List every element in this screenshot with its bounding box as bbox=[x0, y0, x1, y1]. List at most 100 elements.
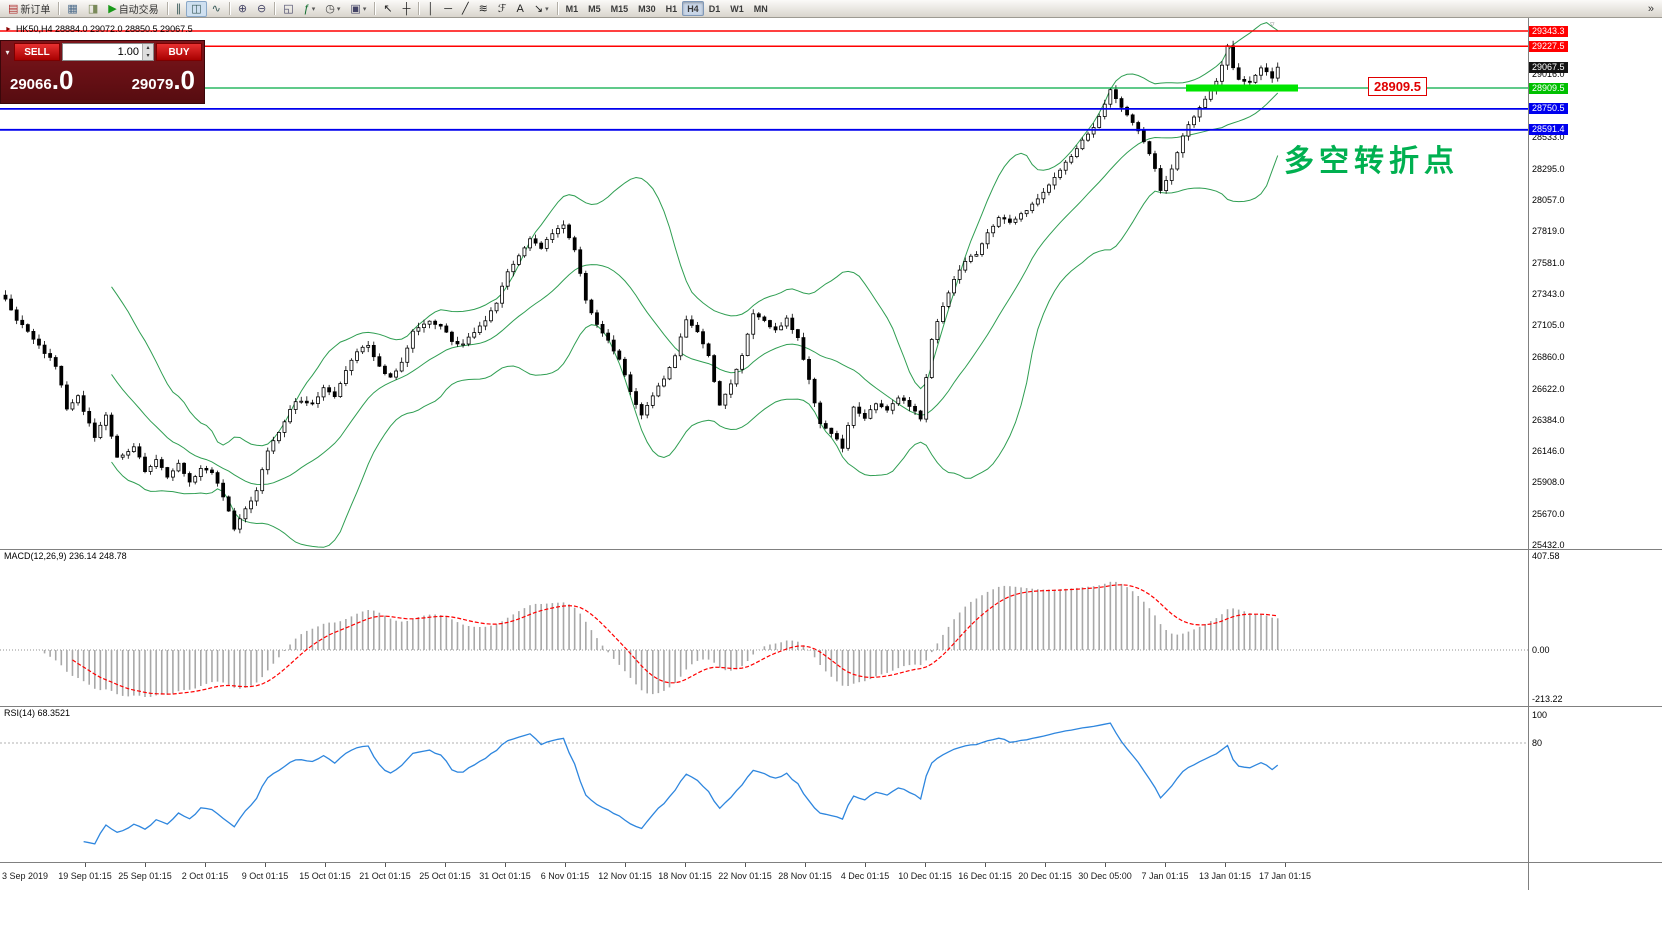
templates-icon: ▣ bbox=[350, 2, 361, 15]
buy-price-big: .0 bbox=[173, 65, 195, 95]
channel-button[interactable]: ≋ bbox=[474, 1, 493, 17]
arrows-button[interactable]: ↘ ▾ bbox=[529, 1, 554, 17]
bar-chart-icon: ∥ bbox=[175, 2, 182, 15]
price-axis[interactable] bbox=[1529, 18, 1662, 862]
autotrading-button-label: 自动交易 bbox=[118, 5, 159, 16]
periods-icon: ◷ bbox=[325, 2, 335, 15]
indicators-button[interactable]: ƒ ▾ bbox=[299, 1, 321, 17]
timeframe-d1-button[interactable]: D1 bbox=[708, 4, 721, 14]
timeframe-mn-button[interactable]: MN bbox=[753, 4, 768, 14]
timeframe-m1-button[interactable]: M1 bbox=[565, 4, 579, 14]
chevron-down-icon: ▾ bbox=[336, 5, 341, 13]
timeframe-h1-button[interactable]: H1 bbox=[665, 4, 678, 14]
time-axis[interactable] bbox=[0, 863, 1662, 893]
toolbar-separator bbox=[228, 2, 230, 15]
crosshair-icon: ┼ bbox=[402, 2, 411, 15]
timeframe-m30-button[interactable]: M30 bbox=[638, 4, 656, 14]
periods-button[interactable]: ◷ ▾ bbox=[320, 1, 345, 17]
profiles-icon: ◨ bbox=[87, 2, 99, 15]
timeframe-buttons: M1 M5 M15 M30 H1 H4 D1 W1 MN bbox=[561, 0, 773, 18]
line-chart-icon: ∿ bbox=[211, 2, 221, 15]
toolbar-separator bbox=[374, 2, 376, 15]
indicators-icon: ƒ bbox=[303, 2, 310, 15]
crosshair-button[interactable]: ┼ bbox=[398, 1, 416, 17]
timeframe-m15-button[interactable]: M15 bbox=[610, 4, 629, 14]
one-click-top-row: ▾ SELL ▴ ▾ BUY bbox=[1, 41, 204, 63]
new-order-button-label: 新订单 bbox=[20, 5, 51, 16]
price-flag[interactable]: 28909.5 bbox=[1368, 77, 1427, 96]
horizontal-line-button[interactable]: ─ bbox=[439, 1, 457, 17]
macd-pane[interactable] bbox=[0, 549, 1528, 706]
toolbar-separator bbox=[58, 2, 60, 15]
sell-price[interactable]: 29066.0 bbox=[10, 64, 73, 101]
cursor-icon: ↖ bbox=[383, 2, 393, 15]
volume-input[interactable] bbox=[63, 44, 142, 60]
zoom-out-button[interactable]: ⊖ bbox=[252, 1, 271, 17]
text-button[interactable]: A bbox=[512, 1, 529, 17]
trendline-icon: ╱ bbox=[462, 2, 469, 15]
buy-button[interactable]: BUY bbox=[156, 43, 202, 61]
profiles-button[interactable]: ◨ bbox=[83, 1, 103, 17]
zoom-in-icon: ⊕ bbox=[237, 2, 248, 15]
text-icon: A bbox=[516, 2, 524, 15]
cursor-button[interactable]: ↖ bbox=[378, 1, 397, 17]
autotrading-button[interactable]: ▶ 自动交易 bbox=[103, 1, 163, 17]
channel-icon: ≋ bbox=[478, 2, 488, 15]
toolbar-overflow-button[interactable]: » bbox=[1643, 1, 1659, 17]
candlestick-chart-button[interactable]: ◫ bbox=[186, 0, 207, 17]
candlestick-chart-icon: ◫ bbox=[191, 2, 202, 15]
trendline-button[interactable]: ╱ bbox=[457, 1, 474, 17]
volume-spinner: ▴ ▾ bbox=[142, 44, 153, 60]
fibonacci-icon: ℱ bbox=[497, 2, 507, 15]
one-click-trading-panel: ▾ SELL ▴ ▾ BUY 29066.0 29079.0 bbox=[0, 40, 205, 104]
timeframe-w1-button[interactable]: W1 bbox=[730, 4, 744, 14]
volume-field: ▴ ▾ bbox=[62, 43, 154, 61]
rsi-pane[interactable] bbox=[0, 706, 1528, 862]
pane-divider bbox=[0, 862, 1662, 863]
toolbar-buttons: ▤ 新订单 ▦ ◨ ▶ 自动交易 ∥ ◫ ∿ ⊕ ⊖ ◱ ƒ ▾ ◷ ▾ ▣ ▾ ↖ ┼ │ ─ ╱ ≋ ℱ A ↘ ▾ bbox=[3, 0, 554, 18]
bar-chart-button[interactable]: ∥ bbox=[171, 1, 187, 17]
sell-price-big: .0 bbox=[51, 65, 74, 95]
tile-windows-button[interactable]: ◱ bbox=[278, 1, 298, 17]
symbol-marker-icon: ► bbox=[5, 25, 12, 33]
chart-annotation[interactable]: 多空转折点 bbox=[1284, 145, 1459, 178]
vertical-line-button[interactable]: │ bbox=[422, 1, 439, 17]
rsi-label: RSI(14) 68.3521 bbox=[4, 708, 71, 718]
tile-windows-icon: ◱ bbox=[283, 2, 294, 15]
macd-label: MACD(12,26,9) 236.14 248.78 bbox=[4, 551, 127, 561]
toolbar-separator bbox=[418, 2, 420, 15]
pane-divider[interactable] bbox=[0, 706, 1662, 707]
zoom-in-button[interactable]: ⊕ bbox=[233, 1, 252, 17]
chevron-down-icon: ▾ bbox=[311, 5, 316, 13]
volume-down-icon[interactable]: ▾ bbox=[146, 53, 150, 59]
toolbar: ▤ 新订单 ▦ ◨ ▶ 自动交易 ∥ ◫ ∿ ⊕ ⊖ ◱ ƒ ▾ ◷ ▾ ▣ ▾ ↖ ┼ │ ─ ╱ ≋ ℱ A ↘ ▾ M1 M5 M1… bbox=[0, 0, 1662, 18]
charts-icon: ▦ bbox=[67, 2, 78, 15]
pane-divider[interactable] bbox=[0, 549, 1662, 550]
toolbar-separator bbox=[166, 2, 168, 15]
toolbar-separator bbox=[556, 2, 558, 15]
chevron-right-icon: » bbox=[1647, 2, 1654, 15]
sell-button[interactable]: SELL bbox=[14, 43, 60, 61]
fibonacci-button[interactable]: ℱ bbox=[493, 1, 512, 17]
buy-price-main: 29079 bbox=[131, 76, 174, 93]
chart-shift-marker-icon[interactable]: ▿ bbox=[1270, 19, 1275, 29]
charts-button[interactable]: ▦ bbox=[62, 1, 82, 17]
chevron-down-icon: ▾ bbox=[362, 5, 367, 13]
timeframe-h4-button[interactable]: H4 bbox=[682, 1, 704, 16]
horizontal-line-icon: ─ bbox=[444, 2, 453, 15]
buy-price[interactable]: 29079.0 bbox=[132, 64, 195, 101]
chart-title: ► HK50,H4 28884.0 29072.0 28850.5 29067.… bbox=[5, 24, 193, 34]
main-chart-pane[interactable] bbox=[0, 18, 1528, 549]
arrows-icon: ↘ bbox=[533, 2, 544, 15]
timeframe-m5-button[interactable]: M5 bbox=[588, 4, 601, 14]
new-order-button[interactable]: ▤ 新订单 bbox=[3, 1, 55, 17]
toolbar-separator bbox=[274, 2, 276, 15]
one-click-collapse-icon[interactable]: ▾ bbox=[5, 47, 10, 57]
autotrading-icon: ▶ bbox=[108, 2, 117, 15]
volume-up-icon[interactable]: ▴ bbox=[146, 45, 150, 51]
axis-border bbox=[1528, 18, 1529, 890]
templates-button[interactable]: ▣ ▾ bbox=[345, 1, 371, 17]
chevron-down-icon: ▾ bbox=[545, 5, 549, 13]
one-click-prices: 29066.0 29079.0 bbox=[1, 63, 204, 101]
line-chart-button[interactable]: ∿ bbox=[207, 1, 226, 17]
